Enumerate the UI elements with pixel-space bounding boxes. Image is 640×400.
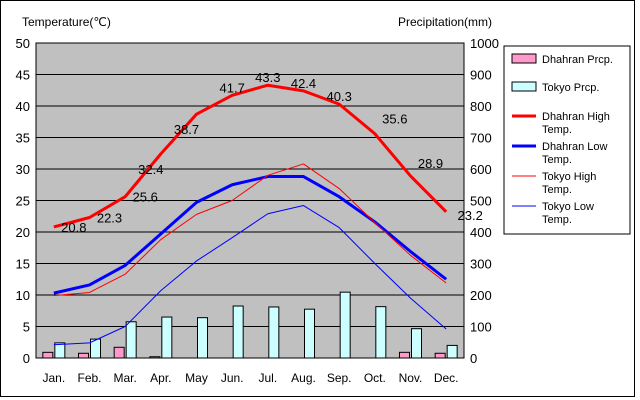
bar bbox=[90, 338, 101, 359]
data-label: 38.7 bbox=[174, 122, 199, 137]
legend-label: Dhahran High Temp. bbox=[542, 111, 610, 136]
legend-label: Tokyo Prcp. bbox=[542, 82, 599, 94]
right-tick-label: 600 bbox=[470, 162, 492, 177]
bar bbox=[411, 328, 422, 359]
bar bbox=[149, 356, 161, 359]
data-label: 40.3 bbox=[327, 89, 352, 104]
bar bbox=[304, 308, 315, 359]
left-tick-label: 50 bbox=[16, 36, 30, 51]
legend: Dhahran Prcp. Tokyo Prcp. Dhahran High Temp… bbox=[503, 45, 631, 235]
left-tick-label: 25 bbox=[16, 194, 30, 209]
right-tick-label: 900 bbox=[470, 68, 492, 83]
x-tick-label: Oct. bbox=[364, 371, 386, 385]
x-tick-label: Jun. bbox=[221, 371, 244, 385]
series-line bbox=[53, 205, 447, 346]
series-line bbox=[53, 83, 448, 229]
data-label: 43.3 bbox=[255, 70, 280, 85]
bar bbox=[113, 346, 125, 359]
plot-frame bbox=[35, 42, 465, 359]
right-axis-title: Precipitation(mm) bbox=[398, 15, 492, 29]
data-labels: 20.8 22.3 25.6 32.4 38.7 41.7 43.3 42.4 40.3 35.6… bbox=[61, 70, 483, 235]
x-axis-ticks: Jan. Feb. Mar. Apr. May Jun. Jul. Aug. Sep. Oct. N… bbox=[42, 371, 458, 385]
left-axis-ticks: 0 5 10 15 20 25 30 35 40 45 50 bbox=[16, 36, 30, 366]
x-tick-label: Jan. bbox=[42, 371, 65, 385]
x-tick-label: May bbox=[185, 371, 208, 385]
bar bbox=[232, 305, 244, 359]
right-tick-label: 0 bbox=[470, 351, 477, 366]
left-tick-label: 30 bbox=[16, 162, 30, 177]
left-tick-label: 0 bbox=[23, 351, 30, 366]
right-axis-ticks: 0 100 200 300 400 500 600 700 800 900 1000 bbox=[470, 36, 499, 366]
right-tick-label: 400 bbox=[470, 225, 492, 240]
right-tick-label: 100 bbox=[470, 320, 492, 335]
left-tick-label: 45 bbox=[16, 68, 30, 83]
x-tick-label: Aug. bbox=[291, 371, 316, 385]
bar bbox=[197, 317, 208, 359]
legend-label: Tokyo High Temp. bbox=[542, 171, 596, 196]
legend-swatch bbox=[511, 53, 537, 64]
left-tick-label: 35 bbox=[16, 131, 30, 146]
data-label: 22.3 bbox=[97, 211, 122, 226]
data-label: 35.6 bbox=[382, 112, 407, 127]
right-tick-label: 300 bbox=[470, 257, 492, 272]
bar-series bbox=[42, 291, 458, 359]
series-line bbox=[53, 175, 448, 295]
left-tick-label: 5 bbox=[23, 320, 30, 335]
data-label: 32.4 bbox=[138, 162, 163, 177]
left-tick-label: 20 bbox=[16, 225, 30, 240]
x-tick-label: Dec. bbox=[434, 371, 459, 385]
x-tick-label: Jul. bbox=[258, 371, 277, 385]
x-tick-label: Sep. bbox=[327, 371, 352, 385]
left-axis-title: Temperature(℃) bbox=[22, 15, 111, 29]
right-tick-label: 1000 bbox=[470, 36, 499, 51]
series-line bbox=[53, 163, 447, 297]
right-tick-label: 700 bbox=[470, 131, 492, 146]
right-tick-label: 800 bbox=[470, 99, 492, 114]
line-series bbox=[53, 83, 448, 346]
data-label: 41.7 bbox=[220, 80, 245, 95]
legend-box bbox=[503, 45, 631, 235]
bar bbox=[125, 321, 137, 359]
data-label: 42.4 bbox=[291, 76, 316, 91]
left-tick-label: 10 bbox=[16, 288, 30, 303]
x-tick-label: Feb. bbox=[77, 371, 101, 385]
data-label: 23.2 bbox=[458, 208, 483, 223]
legend-swatch bbox=[511, 81, 537, 92]
x-tick-label: Mar. bbox=[113, 371, 136, 385]
bar bbox=[54, 342, 66, 359]
bar bbox=[434, 352, 446, 359]
bar bbox=[42, 351, 54, 359]
legend-label: Dhahran Low Temp. bbox=[542, 141, 607, 166]
right-tick-label: 200 bbox=[470, 288, 492, 303]
legend-label: Tokyo Low Temp. bbox=[542, 201, 594, 226]
bar bbox=[399, 351, 410, 359]
bar bbox=[446, 344, 458, 359]
bar bbox=[78, 352, 89, 359]
bar bbox=[339, 291, 351, 359]
x-tick-label: Apr. bbox=[150, 371, 171, 385]
bar bbox=[161, 316, 173, 359]
bar bbox=[375, 306, 387, 359]
x-tick-label: Nov. bbox=[399, 371, 423, 385]
grid-lines bbox=[35, 42, 465, 359]
data-label: 20.8 bbox=[61, 220, 86, 235]
right-tick-label: 500 bbox=[470, 194, 492, 209]
left-tick-label: 40 bbox=[16, 99, 30, 114]
bar bbox=[268, 306, 280, 359]
left-tick-label: 15 bbox=[16, 257, 30, 272]
legend-label: Dhahran Prcp. bbox=[542, 54, 613, 66]
data-label: 28.9 bbox=[418, 156, 443, 171]
data-label: 25.6 bbox=[133, 190, 158, 205]
